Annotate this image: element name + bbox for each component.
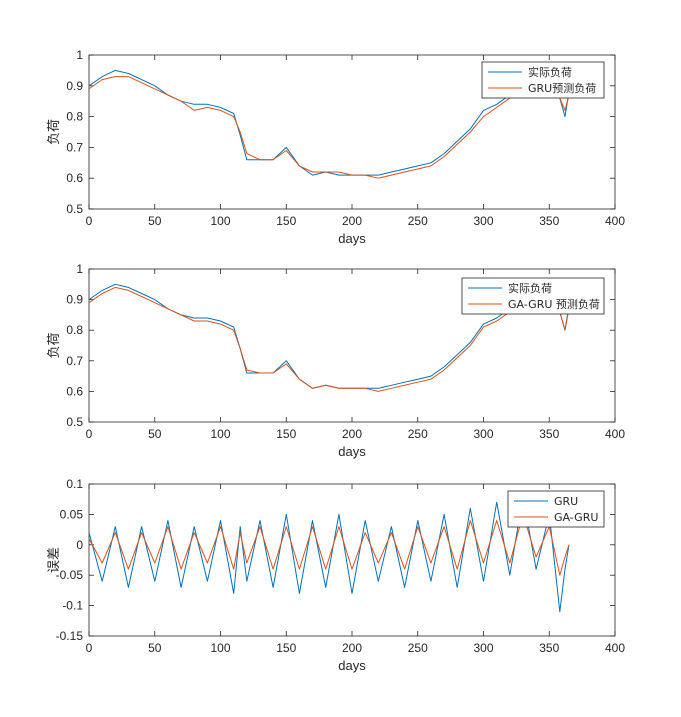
x-tick-label: 350	[539, 427, 559, 441]
legend-box	[461, 277, 605, 315]
y-axis-label: 误差	[47, 547, 62, 573]
series-line-2	[88, 76, 570, 179]
y-tick-label: 1	[76, 48, 83, 62]
series-line-1	[88, 495, 570, 613]
x-tick-label: 150	[276, 427, 296, 441]
y-tick-label: 0.5	[66, 415, 83, 429]
y-tick-label: 0.8	[66, 323, 83, 337]
x-tick-label: 400	[605, 214, 625, 228]
y-tick-label: 0.8	[66, 110, 83, 124]
x-tick-label: 100	[210, 641, 230, 655]
y-tick-label: -0.15	[56, 629, 84, 643]
legend: 实际负荷 GA-GRU 预测负荷	[461, 277, 605, 315]
legend-entry: GA-GRU	[554, 511, 598, 524]
x-tick-label: 400	[605, 427, 625, 441]
x-tick-label: 300	[473, 427, 493, 441]
x-tick-label: 350	[539, 214, 559, 228]
chart-panel-3: 0 50 100 150 200 250 300 350 400 -0.15 -0.1 -0.05 0 0…	[47, 477, 625, 673]
legend-entry: 实际负荷	[528, 65, 572, 79]
y-tick-label: 0.05	[60, 507, 84, 521]
x-tick-label: 400	[605, 641, 625, 655]
y-axis-label: 负荷	[47, 332, 62, 358]
legend-entry: GRU	[554, 495, 578, 508]
x-tick-label: 200	[342, 641, 362, 655]
y-tick-label: 0.7	[66, 354, 83, 368]
series-line-2	[88, 286, 570, 392]
y-tick-label: 0.9	[66, 79, 83, 93]
y-axis-label: 负荷	[47, 119, 62, 145]
x-tick-label: 50	[148, 427, 162, 441]
y-tick-label: 0.7	[66, 140, 83, 154]
legend-box	[481, 61, 605, 99]
x-tick-label: 250	[408, 214, 428, 228]
legend-entry: 实际负荷	[508, 281, 552, 295]
x-tick-label: 350	[539, 641, 559, 655]
x-tick-label: 100	[210, 214, 230, 228]
x-tick-label: 150	[276, 214, 296, 228]
x-tick-label: 200	[342, 427, 362, 441]
y-tick-label: 1	[76, 262, 83, 276]
x-axis-label: days	[338, 658, 366, 673]
y-tick-label: 0.1	[66, 477, 83, 491]
y-tick-label: -0.05	[56, 568, 84, 582]
x-tick-label: 200	[342, 214, 362, 228]
y-tick-label: 0.9	[66, 293, 83, 307]
x-tick-label: 250	[408, 427, 428, 441]
x-tick-label: 300	[473, 214, 493, 228]
y-tick-label: -0.1	[62, 599, 83, 613]
x-tick-label: 50	[148, 641, 162, 655]
legend-entry: GA-GRU 预测负荷	[508, 297, 600, 311]
x-tick-label: 50	[148, 214, 162, 228]
x-axis-label: days	[338, 444, 366, 459]
legend-box	[507, 490, 605, 528]
legend: 实际负荷 GRU预测负荷	[481, 61, 605, 99]
y-tick-label: 0.5	[66, 202, 83, 216]
x-tick-label: 100	[210, 427, 230, 441]
x-tick-label: 150	[276, 641, 296, 655]
chart-panel-2: 0 50 100 150 200 250 300 350 400 0.5 0.6 0.7 0.8 0.9 1…	[47, 262, 625, 459]
y-tick-label: 0.6	[66, 171, 83, 185]
y-tick-label: 0	[76, 538, 83, 552]
legend: GRU GA-GRU	[507, 490, 605, 528]
x-tick-label: 300	[473, 641, 493, 655]
chart-panel-1: 0 50 100 150 200 250 300 350 400 0.5 0.6 0.7 0.8 0.9 1…	[47, 48, 625, 246]
x-tick-label: 0	[86, 214, 93, 228]
x-axis-label: days	[338, 231, 366, 246]
legend-entry: GRU预测负荷	[528, 81, 596, 95]
y-tick-label: 0.6	[66, 384, 83, 398]
x-tick-label: 0	[86, 427, 93, 441]
x-tick-label: 250	[408, 641, 428, 655]
series-line-2	[88, 513, 570, 576]
x-tick-label: 0	[86, 641, 93, 655]
